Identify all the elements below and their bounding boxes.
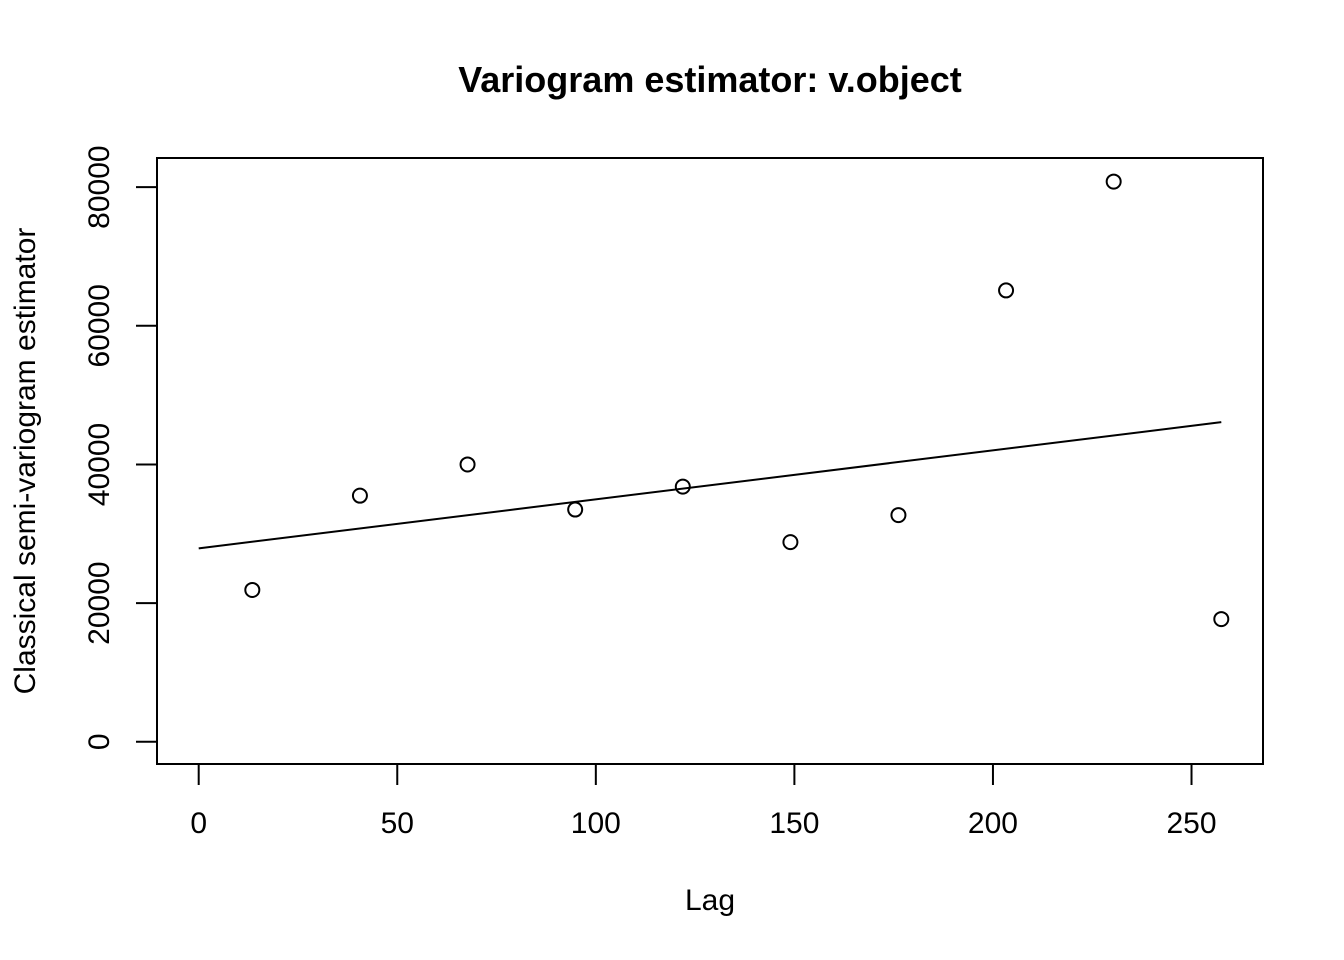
trend-line: [198, 421, 1222, 550]
data-point: [567, 501, 584, 518]
y-axis-label: Classical semi-variogram estimator: [9, 228, 42, 695]
x-tick-label: 250: [1166, 807, 1216, 840]
x-tick-label: 200: [968, 807, 1018, 840]
x-tick-label: 100: [571, 807, 621, 840]
y-tick-label: 40000: [83, 423, 116, 506]
y-tick-label: 60000: [83, 284, 116, 367]
data-point: [244, 581, 261, 598]
x-axis-label: Lag: [685, 884, 735, 917]
data-point: [459, 456, 476, 473]
plot-frame: [156, 157, 1264, 765]
data-point: [674, 478, 691, 495]
trend-line-series: [198, 421, 1222, 550]
x-axis: 0 50 100 150 200 250: [190, 763, 1217, 840]
data-point: [998, 282, 1015, 299]
scatter-series: [244, 173, 1230, 628]
data-point: [351, 487, 368, 504]
x-tick-label: 0: [190, 807, 207, 840]
y-tick-label: 20000: [83, 561, 116, 644]
y-axis: 0 20000 40000 60000 80000: [83, 145, 158, 750]
data-point: [1105, 173, 1122, 190]
chart-title: Variogram estimator: v.object: [458, 59, 962, 100]
y-tick-label: 0: [83, 733, 116, 750]
y-tick-label: 80000: [83, 145, 116, 228]
data-point: [890, 507, 907, 524]
data-point: [782, 534, 799, 551]
x-tick-label: 150: [769, 807, 819, 840]
x-tick-label: 50: [381, 807, 414, 840]
data-point: [1213, 611, 1230, 628]
